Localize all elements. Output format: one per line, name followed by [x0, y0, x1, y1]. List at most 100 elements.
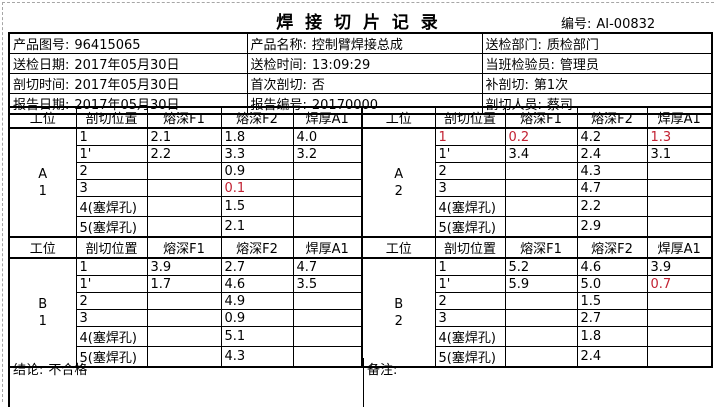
doc-number-value: AI-00832: [596, 17, 656, 32]
data-cell: 3.1: [646, 145, 713, 163]
data-cell: 5.0: [576, 275, 648, 293]
data-cell: [146, 309, 222, 327]
data-cell: 4.9: [220, 292, 294, 310]
col-header-station: 工位: [8, 106, 77, 129]
data-cell: [146, 162, 222, 180]
position-cell: 2: [75, 292, 148, 310]
position-cell: 2: [434, 292, 506, 310]
info-row: 产品图号: 96415065 产品名称: 控制臂焊接总成 送检部门: 质检部门: [8, 32, 713, 54]
data-cell: 0.1: [220, 179, 294, 197]
data-cell: [146, 196, 222, 217]
col-header-f1: 熔深F1: [504, 236, 578, 259]
measurement-table: 工位 剖切位置 熔深F1 熔深F2 焊厚A1 工位 剖切位置 熔深F1 熔深F2…: [8, 106, 713, 368]
data-cell: [292, 309, 363, 327]
col-header-a1: 焊厚A1: [646, 106, 713, 129]
col-header-position: 剖切位置: [75, 106, 148, 129]
data-cell: [646, 162, 713, 180]
data-row: 5(塞焊孔) 2.1 5(塞焊孔) 2.9: [9, 216, 713, 238]
page-title: 焊 接 切 片 记 录: [276, 13, 441, 33]
info-row: 送检日期: 2017年05月30日 送检时间: 13:09:29 当班检验员: 管理员: [8, 53, 713, 74]
position-cell: 5(塞焊孔): [75, 216, 148, 238]
data-cell: 3.9: [146, 257, 222, 276]
position-cell: 1': [75, 145, 148, 163]
position-cell: 2: [75, 162, 148, 180]
col-header-f1: 熔深F1: [146, 236, 222, 259]
data-cell: 1.5: [576, 292, 648, 310]
data-cell: 1.8: [576, 326, 648, 347]
position-cell: 1': [434, 145, 506, 163]
col-header-station: 工位: [361, 106, 436, 129]
data-cell: [646, 216, 713, 238]
data-cell: 0.9: [220, 162, 294, 180]
data-cell: [646, 292, 713, 310]
remark-cell: 备注:: [363, 358, 717, 407]
data-cell: 4.6: [220, 275, 294, 293]
data-cell: [646, 179, 713, 197]
re-section-cell: 补剖切: 第1次: [481, 73, 713, 94]
data-cell: 3.4: [504, 145, 578, 163]
position-cell: 1': [434, 275, 506, 293]
data-cell: [292, 196, 363, 217]
data-cell: 2.4: [576, 145, 648, 163]
first-section-cell: 首次剖切: 否: [246, 73, 483, 94]
conclusion-value: 不合格: [48, 363, 88, 378]
position-cell: 4(塞焊孔): [75, 196, 148, 217]
position-cell: 1: [75, 257, 148, 276]
data-row: 1' 1.7 4.6 3.5 1' 5.9 5.0 0.7: [9, 275, 713, 293]
position-cell: 4(塞焊孔): [434, 326, 506, 347]
col-header-f1: 熔深F1: [504, 106, 578, 129]
data-cell: [646, 326, 713, 347]
data-cell: 4.7: [576, 179, 648, 197]
data-cell: 1.3: [646, 127, 713, 146]
data-cell: [504, 326, 578, 347]
column-header-row: 工位 剖切位置 熔深F1 熔深F2 焊厚A1 工位 剖切位置 熔深F1 熔深F2…: [8, 236, 713, 259]
section-time-cell: 剖切时间: 2017年05月30日: [8, 73, 248, 94]
position-cell: 3: [75, 309, 148, 327]
data-row: 1' 2.2 3.3 3.2 1' 3.4 2.4 3.1: [9, 145, 713, 163]
data-cell: 3.3: [220, 145, 294, 163]
data-cell: 3.5: [292, 275, 363, 293]
data-cell: 0.7: [646, 275, 713, 293]
data-cell: [292, 179, 363, 197]
data-cell: 0.2: [504, 127, 578, 146]
data-cell: 1.8: [220, 127, 294, 146]
col-header-station: 工位: [8, 236, 77, 259]
col-header-station: 工位: [361, 236, 436, 259]
data-cell: 4.7: [292, 257, 363, 276]
data-row: 3 0.1 3 4.7: [9, 179, 713, 197]
data-cell: 2.1: [220, 216, 294, 238]
position-cell: 3: [434, 309, 506, 327]
data-cell: [292, 326, 363, 347]
data-cell: 5.9: [504, 275, 578, 293]
data-cell: 2.7: [220, 257, 294, 276]
col-header-position: 剖切位置: [75, 236, 148, 259]
submit-time-cell: 送检时间: 13:09:29: [246, 53, 483, 74]
data-row: 4(塞焊孔) 1.5 4(塞焊孔) 2.2: [9, 196, 713, 217]
data-cell: 2.4: [576, 346, 648, 368]
data-cell: [292, 346, 363, 368]
data-cell: [504, 216, 578, 238]
submit-date-cell: 送检日期: 2017年05月30日: [8, 53, 248, 74]
position-cell: 4(塞焊孔): [75, 326, 148, 347]
data-cell: 2.7: [576, 309, 648, 327]
col-header-a1: 焊厚A1: [646, 236, 713, 259]
col-header-a1: 焊厚A1: [292, 106, 363, 129]
data-cell: 5.2: [504, 257, 578, 276]
column-header-row: 工位 剖切位置 熔深F1 熔深F2 焊厚A1 工位 剖切位置 熔深F1 熔深F2…: [8, 106, 713, 129]
data-cell: 2.2: [146, 145, 222, 163]
position-cell: 3: [434, 179, 506, 197]
doc-number-label: 编号:: [561, 17, 592, 32]
data-cell: 1.5: [220, 196, 294, 217]
col-header-position: 剖切位置: [434, 106, 506, 129]
data-row: 3 0.9 3 2.7: [9, 309, 713, 327]
data-cell: [504, 196, 578, 217]
position-cell: 2: [434, 162, 506, 180]
position-cell: 4(塞焊孔): [434, 196, 506, 217]
data-cell: 4.0: [292, 127, 363, 146]
col-header-f2: 熔深F2: [220, 106, 294, 129]
info-row: 剖切时间: 2017年05月30日 首次剖切: 否 补剖切: 第1次: [8, 73, 713, 94]
inspection-dept-cell: 送检部门: 质检部门: [481, 32, 713, 54]
page-break-dash-top: [2, 2, 714, 3]
